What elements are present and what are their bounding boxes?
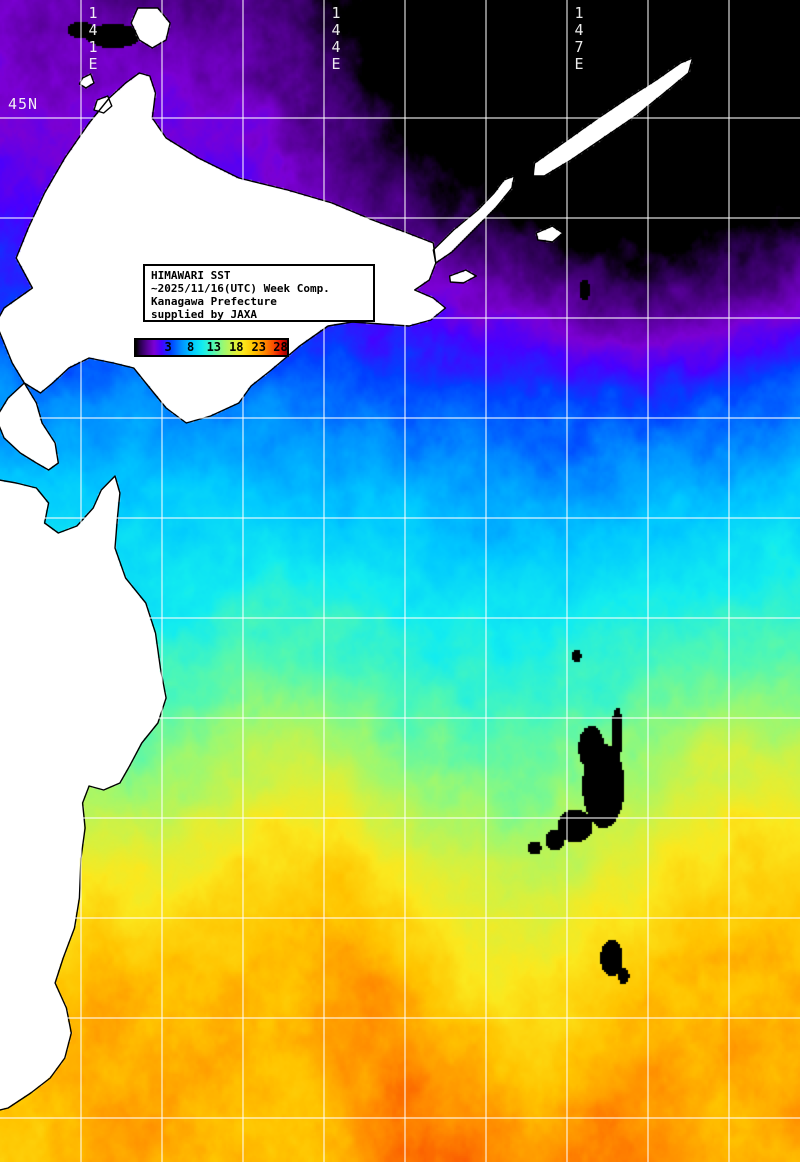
info-region: Kanagawa Prefecture	[151, 295, 277, 308]
latitude-label-45n: 45N	[8, 95, 39, 113]
colorbar-tick-23: 23	[251, 340, 266, 354]
sst-colorbar	[134, 338, 289, 357]
colorbar-tick-28: 28	[273, 340, 288, 354]
longitude-label-147e: 147E	[570, 4, 588, 72]
colorbar-tick-8: 8	[186, 340, 195, 354]
colorbar-tick-13: 13	[206, 340, 222, 354]
colorbar-tick-18: 18	[229, 340, 244, 354]
sst-colorbar-ticks: 3 8 13 18 23 28	[134, 338, 289, 357]
info-source: supplied by JAXA	[151, 308, 257, 321]
product-info-box: HIMAWARI SST ~2025/11/16(UTC) Week Comp.…	[143, 264, 375, 322]
longitude-label-141e: 141E	[84, 4, 102, 72]
info-period: ~2025/11/16(UTC) Week Comp.	[151, 282, 330, 295]
colorbar-tick-3: 3	[164, 340, 172, 354]
longitude-label-144e: 144E	[327, 4, 345, 72]
info-title: HIMAWARI SST	[151, 269, 231, 282]
